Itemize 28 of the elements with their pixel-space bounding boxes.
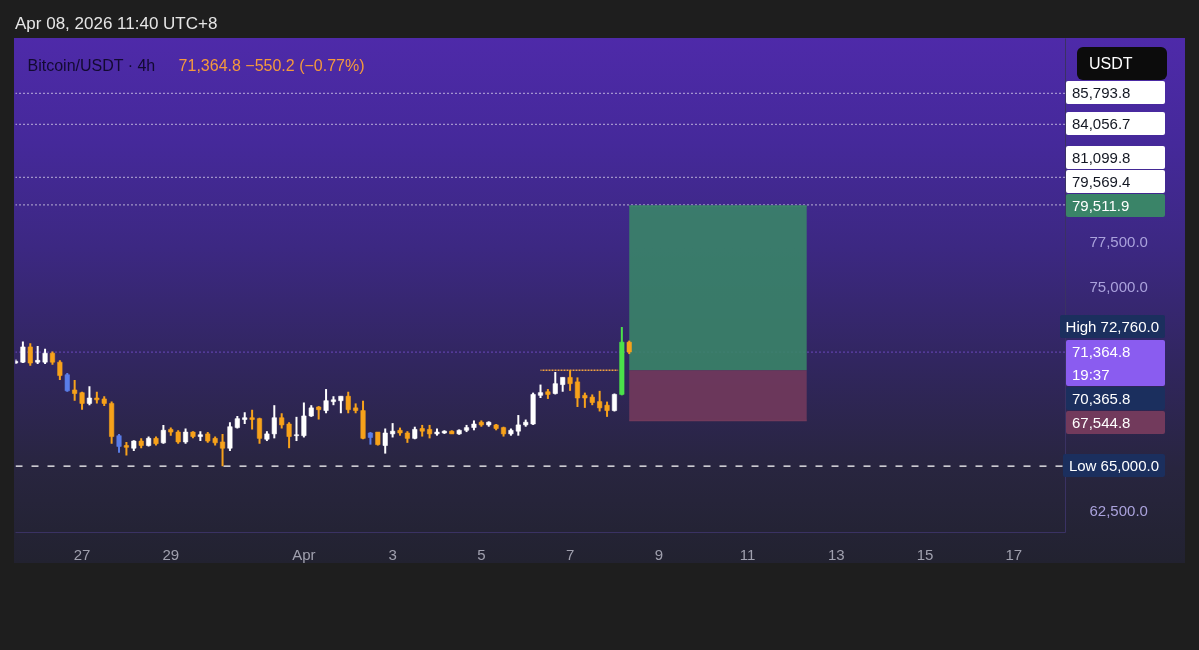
ylabel: USDT [1077, 47, 1167, 80]
text: Bitcoin/USDT · 4h [27, 57, 156, 74]
price-label: 85,793.8 [1066, 81, 1165, 105]
x-tick-label: 11 [739, 545, 756, 563]
price-label: 81,099.8 [1066, 145, 1165, 169]
x-tick-label: 15 [916, 545, 934, 563]
x-tick-label: Apr [292, 545, 316, 563]
y-tick-label: 62,500.0 [1089, 501, 1148, 519]
x-tick-label: 3 [388, 545, 397, 563]
price-label: 67,544.8 [1066, 411, 1165, 434]
x-tick-label: 7 [565, 545, 575, 563]
x-tick-label: 9 [654, 545, 663, 563]
x-tick-label: 29 [162, 545, 180, 563]
price-label: 79,569.4 [1066, 169, 1165, 193]
price-label: 79,511.9 [1066, 193, 1165, 217]
annotation: Apr 08, 2026 11:40 UTC+8 [15, 14, 218, 34]
price-label: 84,056.7 [1066, 112, 1165, 136]
y-tick-label: 77,500.0 [1089, 233, 1148, 251]
price-label: High 72,760.0 [1059, 315, 1165, 338]
x-tick-label: 27 [73, 545, 91, 563]
price-label: Low 65,000.0 [1062, 454, 1165, 478]
price-label: 71,364.8 19:37 [1066, 340, 1165, 386]
x-tick-label: 17 [1005, 545, 1023, 563]
text: 71,364.8 −550.2 (−0.77%) [178, 57, 365, 74]
price-label: 70,365.8 [1066, 387, 1165, 410]
y-tick-label: 75,000.0 [1089, 277, 1148, 295]
x-tick-label: 5 [477, 545, 486, 563]
x-tick-label: 13 [827, 545, 845, 563]
